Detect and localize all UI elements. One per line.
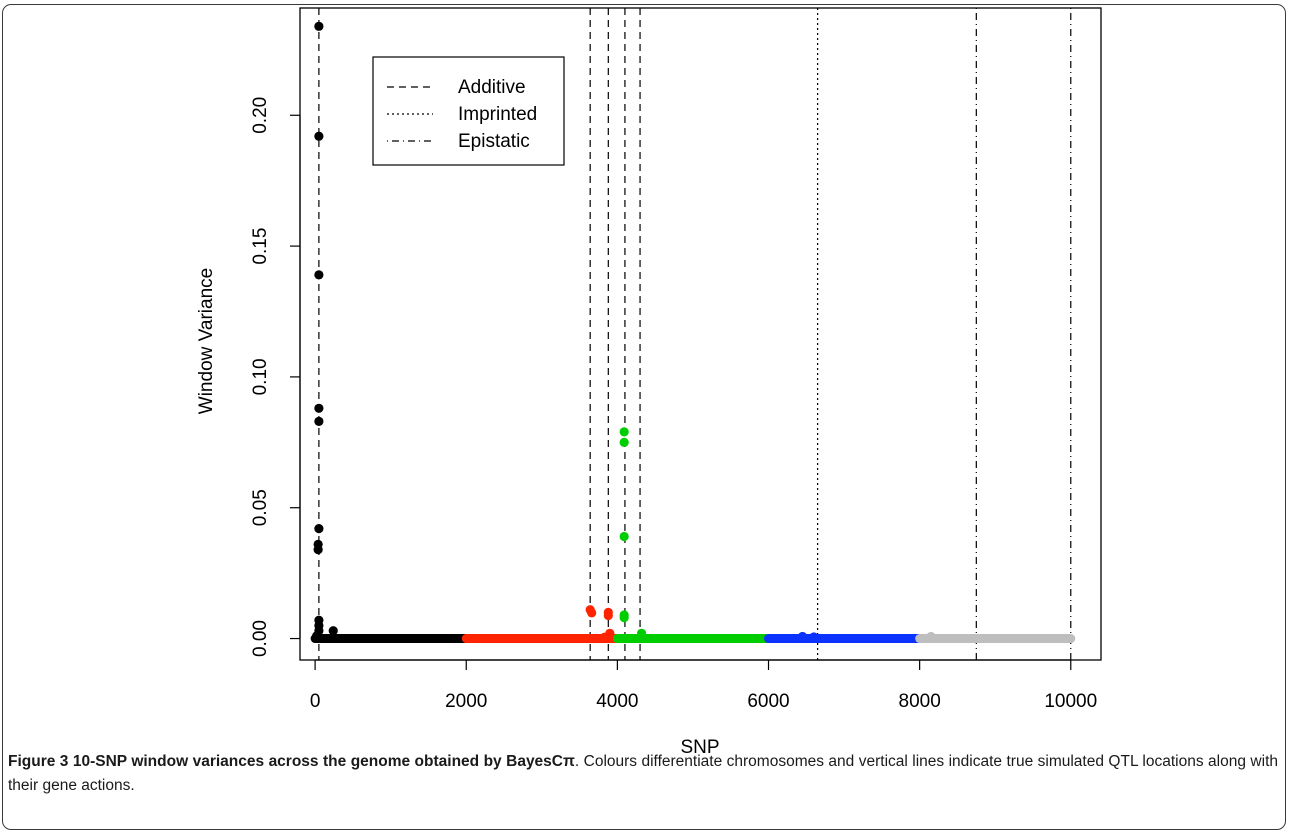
data-point-chr1 — [312, 631, 322, 641]
data-point-chr3 — [619, 437, 629, 447]
axes: 0 2000 4000 6000 8000 10000 0.00 0.05 0.10 0.15 0.… — [250, 97, 1097, 712]
legend-label-epistatic: Epistatic — [458, 131, 530, 152]
data-point-chr5 — [926, 631, 936, 642]
x-axis-label: SNP — [680, 737, 719, 758]
x-tick-label: 4000 — [596, 691, 638, 712]
y-tick-label: 0.15 — [250, 228, 271, 265]
y-tick-label: 0.20 — [250, 97, 271, 134]
x-tick-label: 8000 — [899, 691, 941, 712]
data-point-chr3 — [619, 613, 629, 623]
scatter-chart: 0 2000 4000 6000 8000 10000 0.00 0.05 0.10 0.15 0.… — [196, 7, 1102, 758]
legend-label-additive: Additive — [458, 77, 526, 98]
caption-label: Figure 3 10-SNP window variances across … — [8, 753, 575, 770]
data-point-chr3 — [636, 628, 647, 638]
data-point-chr2 — [599, 632, 610, 642]
figure-frame — [2, 4, 1286, 830]
data-point-chr4 — [809, 632, 819, 642]
data-point-chr3 — [619, 427, 629, 437]
legend-label-imprinted: Imprinted — [458, 104, 537, 125]
data-point-chr2 — [603, 610, 613, 621]
y-tick-label: 0.00 — [250, 620, 271, 657]
data-point-chr1 — [313, 544, 323, 555]
data-point-chr3 — [619, 531, 629, 542]
data-point-chr1 — [314, 416, 324, 426]
caption-text: . Colours differentiate chromosomes and … — [8, 753, 1278, 794]
data-point-chr1 — [314, 403, 324, 413]
data-point-chr1 — [314, 131, 324, 141]
data-point-chr1 — [314, 21, 324, 31]
data-point-chr1 — [314, 524, 324, 534]
legend: Additive Imprinted Epistatic — [372, 56, 565, 166]
data-point-chr4 — [797, 631, 808, 642]
y-tick-label: 0.10 — [250, 358, 271, 395]
legend-box — [372, 56, 565, 166]
x-tick-label: 10000 — [1044, 691, 1097, 712]
x-tick-label: 2000 — [445, 691, 487, 712]
data-point-chr1 — [314, 270, 324, 280]
data-points — [312, 21, 936, 642]
y-tick-label: 0.05 — [250, 489, 271, 526]
x-tick-label: 6000 — [747, 691, 789, 712]
y-axis-label: Window Variance — [196, 268, 217, 414]
data-point-chr2 — [587, 608, 597, 618]
x-tick-label: 0 — [310, 691, 321, 712]
figure-caption: Figure 3 10-SNP window variances across … — [8, 750, 1278, 798]
data-point-chr1 — [328, 626, 338, 636]
